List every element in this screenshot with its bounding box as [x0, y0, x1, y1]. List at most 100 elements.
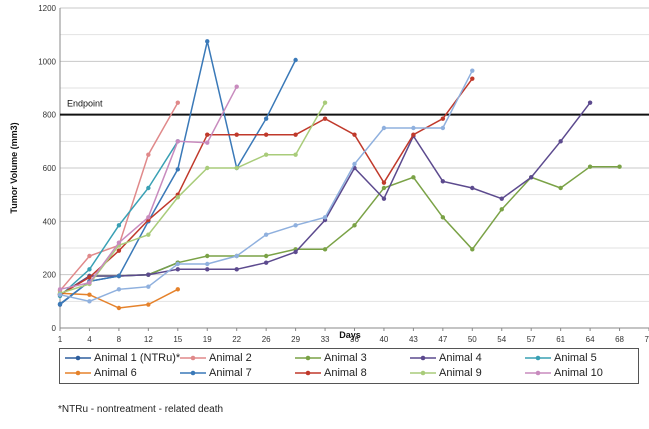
data-point — [87, 280, 92, 285]
x-tick-label: 54 — [497, 335, 506, 344]
data-point — [293, 152, 298, 157]
data-point — [175, 167, 180, 172]
endpoint-line: Endpoint — [60, 99, 649, 116]
y-axis-ticks: 0 200 400 600 800 1000 1200 — [38, 4, 56, 333]
data-point — [499, 207, 504, 212]
x-tick-label: 4 — [87, 335, 92, 344]
series-lines — [57, 39, 622, 311]
data-point — [146, 185, 151, 191]
legend-swatch — [65, 355, 91, 361]
legend-label: Animal 10 — [554, 367, 603, 379]
data-point — [322, 215, 328, 220]
data-point — [87, 275, 92, 280]
data-point — [87, 267, 92, 272]
data-point — [293, 223, 298, 228]
data-point — [322, 247, 328, 252]
legend-item: Animal 9 — [410, 367, 482, 379]
x-tick-label: 36 — [350, 335, 359, 344]
y-tick-label: 800 — [43, 111, 57, 120]
x-tick-label: 26 — [262, 335, 271, 344]
data-point — [263, 253, 269, 259]
data-point — [175, 195, 180, 200]
data-point — [234, 132, 239, 137]
series-line — [59, 165, 620, 296]
x-tick-label: 50 — [468, 335, 477, 344]
legend-label: Animal 9 — [439, 367, 482, 379]
x-tick-label: 40 — [379, 335, 388, 344]
data-point — [293, 132, 298, 137]
data-point — [205, 140, 210, 145]
legend-item: Animal 1 (NTRu)* — [65, 352, 180, 364]
series-line — [59, 70, 473, 303]
x-tick-label: 1 — [58, 335, 63, 344]
data-point — [263, 152, 269, 157]
endpoint-label: Endpoint — [67, 99, 103, 109]
data-point — [587, 100, 593, 105]
data-point — [146, 284, 151, 289]
legend-swatch — [295, 370, 321, 376]
legend-item: Animal 7 — [180, 367, 252, 379]
data-point — [205, 132, 210, 137]
data-point — [470, 76, 475, 81]
data-point — [57, 301, 63, 307]
data-point — [411, 132, 416, 137]
y-axis-label: Tumor Volume (mm3) — [9, 122, 19, 213]
legend-label: Animal 2 — [209, 352, 252, 364]
legend-item: Animal 3 — [295, 352, 367, 364]
x-axis-ticks: 1 4 8 12 15 19 22 26 29 33 36 40 43 47 50 54 57 61 64 68 71 — [58, 328, 649, 344]
legend-item: Animal 10 — [525, 367, 603, 379]
legend: Animal 1 (NTRu)* Animal 2 Animal 3 Animal 4… — [59, 348, 639, 384]
data-point — [116, 287, 122, 292]
data-point — [381, 125, 387, 131]
data-point — [57, 287, 63, 292]
data-point — [234, 165, 239, 171]
legend-label: Animal 1 (NTRu)* — [94, 352, 181, 364]
data-point — [352, 132, 357, 137]
data-point — [381, 180, 387, 185]
data-point — [381, 185, 387, 191]
data-point — [175, 100, 180, 105]
data-point — [205, 39, 210, 44]
data-point — [322, 116, 328, 121]
data-point — [205, 261, 210, 267]
legend-label: Animal 3 — [324, 352, 367, 364]
y-tick-label: 600 — [43, 164, 57, 173]
y-tick-label: 400 — [43, 217, 57, 226]
data-point — [175, 287, 180, 292]
legend-swatch — [180, 355, 206, 361]
legend-item: Animal 6 — [65, 367, 137, 379]
series-line — [59, 102, 179, 292]
data-point — [352, 223, 357, 228]
data-point — [87, 299, 92, 304]
data-point — [116, 240, 122, 245]
chart: 0 200 400 600 800 1000 1200 1 4 8 12 15 19 22 26 29 33 3… — [9, 4, 649, 344]
data-point — [263, 232, 269, 237]
data-point — [293, 57, 298, 63]
data-point — [440, 125, 446, 131]
x-tick-label: 47 — [438, 335, 447, 344]
data-point — [470, 185, 475, 191]
series-line — [59, 102, 326, 295]
data-point — [146, 272, 151, 277]
y-tick-label: 0 — [52, 324, 57, 333]
data-point — [558, 185, 563, 191]
data-point — [617, 164, 622, 169]
data-point — [146, 302, 151, 307]
legend-item: Animal 8 — [295, 367, 367, 379]
data-point — [146, 232, 151, 237]
legend-label: Animal 4 — [439, 352, 482, 364]
x-tick-label: 8 — [117, 335, 122, 344]
data-point — [175, 261, 180, 267]
data-point — [322, 100, 328, 105]
legend-label: Animal 5 — [554, 352, 597, 364]
legend-swatch — [180, 370, 206, 376]
data-point — [146, 215, 151, 220]
data-point — [411, 125, 416, 131]
x-tick-label: 43 — [409, 335, 418, 344]
data-point — [234, 267, 239, 272]
data-point — [116, 305, 122, 311]
data-point — [263, 132, 269, 137]
legend-swatch — [410, 370, 436, 376]
data-point — [558, 139, 563, 144]
x-tick-label: 68 — [615, 335, 624, 344]
